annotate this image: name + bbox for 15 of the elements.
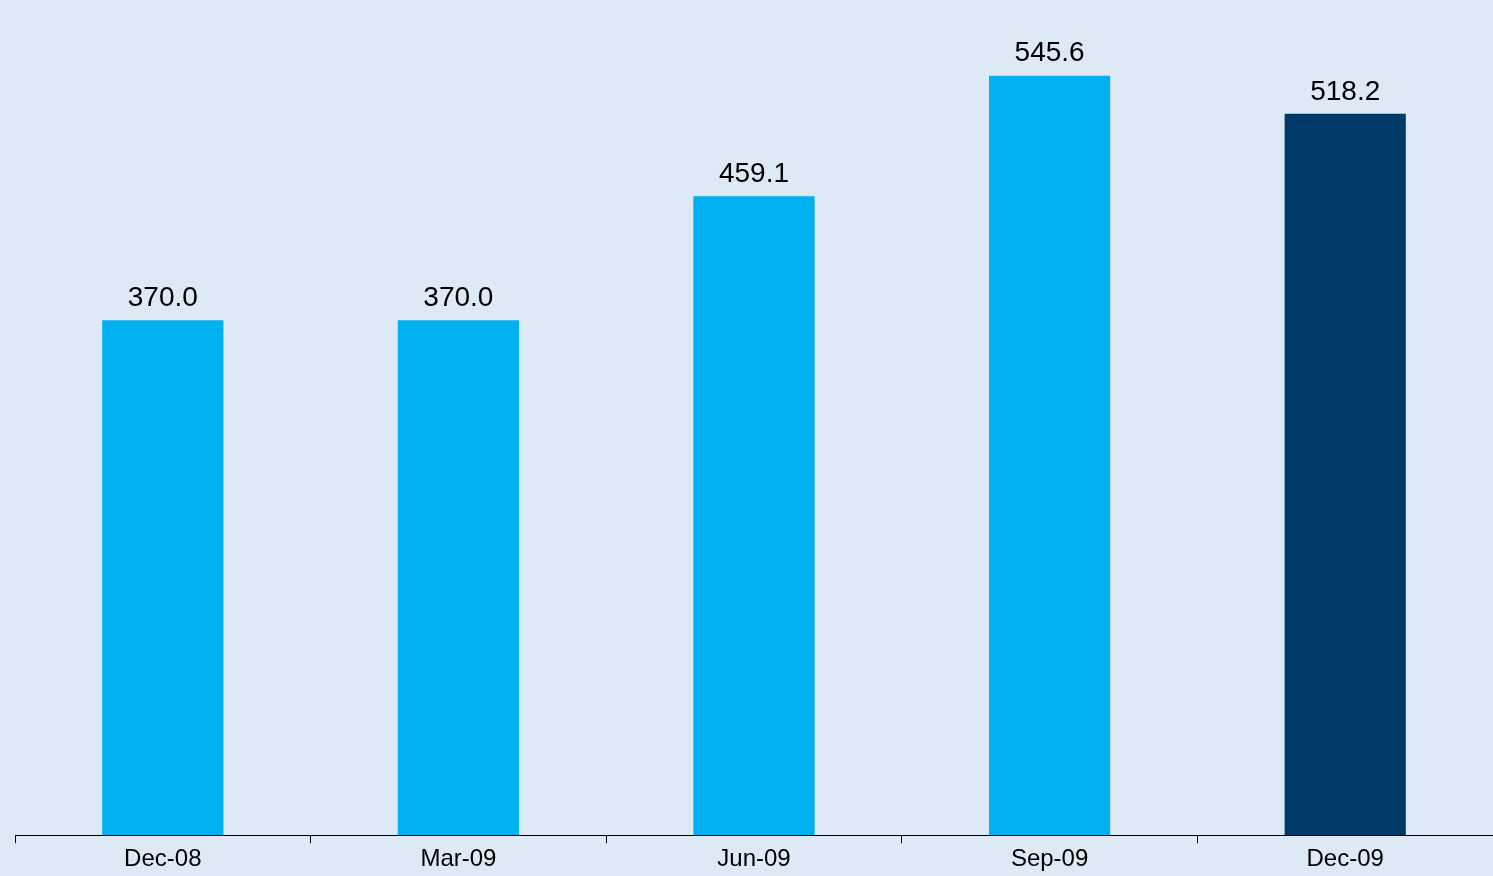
bar [989, 75, 1111, 836]
data-label: 545.6 [1014, 36, 1085, 68]
data-label: 370.0 [127, 280, 198, 312]
data-label: 370.0 [423, 280, 494, 312]
x-tick-label: Dec-08 [124, 844, 202, 872]
x-tick-label: Sep-09 [1010, 844, 1089, 872]
x-tick-label: Mar-09 [420, 844, 497, 872]
data-label: 459.1 [718, 156, 790, 188]
data-label: 518.2 [1310, 74, 1381, 106]
bar [693, 196, 815, 836]
x-tick-label: Jun-09 [717, 844, 791, 872]
x-tick-label: Dec-09 [1306, 844, 1384, 872]
bar [102, 320, 224, 836]
bar [1284, 113, 1406, 836]
bar [397, 320, 519, 836]
